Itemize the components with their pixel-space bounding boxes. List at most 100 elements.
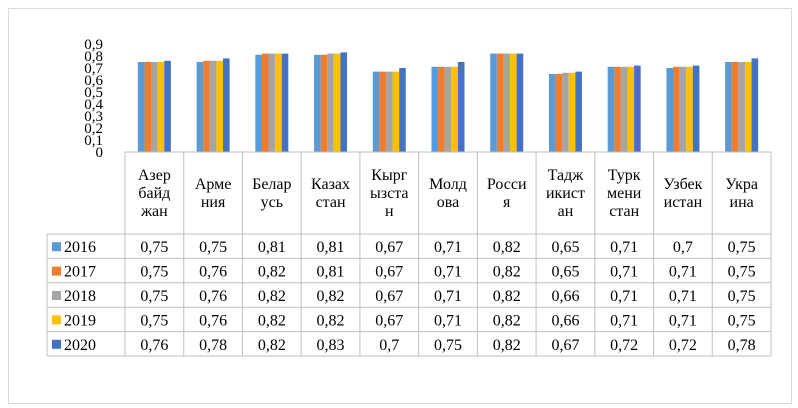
data-label: 0,82 [258, 288, 286, 305]
data-label: 0,67 [375, 312, 403, 329]
bar [490, 53, 497, 152]
data-label: 0,78 [199, 337, 227, 354]
data-label: 0,7 [379, 337, 399, 354]
data-label: 0,75 [728, 264, 756, 281]
data-label: 0,71 [669, 264, 697, 281]
chart-frame [8, 8, 792, 404]
bar [261, 53, 269, 152]
category-label: ина [730, 194, 754, 211]
data-label: 0,76 [199, 312, 227, 329]
bar [372, 71, 380, 152]
bar [516, 53, 524, 152]
category-label: Турк [608, 167, 641, 184]
legend-swatch [52, 315, 61, 325]
bar [738, 62, 745, 152]
category-label: Молд [429, 176, 467, 193]
data-label: 0,71 [610, 264, 638, 281]
data-label: 0,71 [434, 288, 462, 305]
bar [255, 54, 262, 152]
data-label: 0,67 [375, 264, 403, 281]
data-label: 0,75 [140, 264, 168, 281]
data-label: 0,82 [493, 239, 521, 256]
category-label: Азер [138, 167, 171, 184]
data-label: 0,82 [493, 288, 521, 305]
data-label: 0,75 [728, 239, 756, 256]
bar [575, 71, 582, 152]
category-label: мени [607, 185, 642, 202]
bar [340, 52, 348, 152]
bar [164, 60, 171, 152]
y-tick-label: 0,8 [84, 49, 103, 65]
y-tick-label: 0,1 [84, 133, 103, 149]
category-label: ова [437, 194, 459, 211]
data-label: 0,71 [434, 264, 462, 281]
category-label: стан [316, 194, 346, 211]
bar [620, 66, 628, 152]
bar [157, 62, 165, 152]
y-tick-label: 0,9 [84, 37, 103, 53]
data-label: 0,7 [673, 239, 693, 256]
bar [496, 53, 504, 152]
bar [392, 71, 400, 152]
legend-swatch [52, 242, 61, 252]
bar [673, 66, 680, 152]
bar [438, 66, 445, 152]
data-label: 0,75 [140, 312, 168, 329]
y-tick-label: 0,2 [84, 121, 103, 137]
data-label: 0,82 [493, 337, 521, 354]
bar [151, 62, 158, 152]
bar [666, 68, 674, 152]
bar [731, 62, 739, 152]
legend-entry: 2019 [64, 312, 96, 329]
category-label: стан [609, 203, 639, 220]
data-label: 0,82 [493, 312, 521, 329]
bar [137, 62, 145, 152]
data-label: 0,81 [317, 239, 345, 256]
bar [196, 62, 204, 152]
data-label: 0,66 [551, 312, 579, 329]
data-label: 0,82 [258, 264, 286, 281]
legend-entry: 2018 [64, 288, 96, 305]
category-label: Арме [195, 176, 232, 193]
y-tick-label: 0,4 [84, 97, 103, 113]
data-label: 0,82 [258, 337, 286, 354]
data-label: 0,67 [551, 337, 579, 354]
legend-entry: 2020 [64, 337, 96, 354]
bar [607, 66, 615, 152]
bar [431, 66, 439, 152]
bar [379, 71, 386, 152]
category-label: Казах [311, 176, 350, 193]
data-label: 0,67 [375, 239, 403, 256]
data-label: 0,83 [317, 337, 345, 354]
category-label: Белар [252, 176, 291, 193]
data-label: 0,75 [199, 239, 227, 256]
data-label: 0,75 [434, 337, 462, 354]
y-tick-label: 0,5 [84, 85, 103, 101]
bar [614, 66, 621, 152]
category-label: ан [558, 203, 574, 220]
data-label: 0,67 [375, 288, 403, 305]
bar [744, 62, 752, 152]
bar [144, 62, 152, 152]
data-label: 0,81 [258, 239, 286, 256]
legend-swatch [52, 266, 61, 276]
bar [751, 58, 759, 152]
category-label: икист [546, 185, 585, 202]
bar [444, 66, 452, 152]
y-tick-label: 0,6 [84, 73, 103, 89]
data-label: 0,81 [317, 264, 345, 281]
category-label: истан [664, 194, 703, 211]
bar [320, 54, 328, 152]
data-label: 0,76 [140, 337, 168, 354]
bar [692, 65, 700, 152]
data-label: 0,71 [610, 239, 638, 256]
data-label: 0,71 [434, 239, 462, 256]
category-label: байд [138, 185, 170, 202]
bar [562, 72, 569, 152]
bar [548, 74, 556, 152]
bar [510, 53, 517, 152]
category-label: Узбек [663, 176, 702, 193]
data-label: 0,75 [140, 239, 168, 256]
bar [203, 60, 210, 152]
